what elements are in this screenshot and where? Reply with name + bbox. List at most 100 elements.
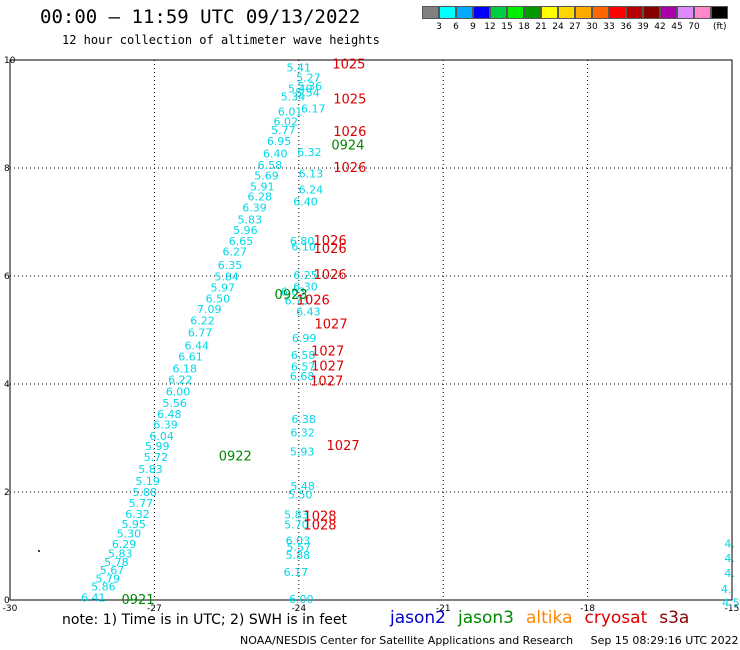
colorbar-swatch [507,6,524,19]
data-label-cyan: 6.95 [267,135,292,148]
data-label-cyan: 6.48 [157,408,182,421]
colorbar-tick-label: 45 [671,22,683,32]
data-label-cyan: 5.40 [288,83,313,96]
data-label-cyan: 5.57 [287,541,312,554]
data-label-green: 0924 [331,138,364,153]
data-label-cyan: 5.19 [135,475,160,488]
colorbar-swatch [609,6,626,19]
chart-title: 00:00 – 11:59 UTC 09/13/2022 [40,6,361,28]
colorbar-swatch [524,6,541,19]
data-label-cyan: 6.35 [218,259,243,272]
data-label-cyan: 5.88 [286,549,311,562]
colorbar-tick-label: 18 [518,22,530,32]
data-label-cyan: 5.88 [133,486,158,499]
colorbar-swatch [592,6,609,19]
data-label-cyan: 5.93 [290,446,315,459]
satellite-legend: jason2 jason3 altika cryosat s3a [390,608,701,628]
x-tick-label: -27 [147,604,162,614]
data-label-cyan: 5.83 [138,463,163,476]
data-label-cyan: 6.32 [297,146,322,159]
y-tick-label: 8 [4,164,10,174]
data-label-red: 1027 [311,360,344,375]
data-label-cyan: 6.63 [281,286,306,299]
x-tick-label: -18 [580,604,595,614]
data-label-cyan: 5.77 [129,497,154,510]
data-label-cyan: 6.40 [263,147,288,160]
data-label-cyan: 5.56 [162,397,187,410]
data-label-cyan: 5.83 [237,213,262,226]
colorbar-swatch [558,6,575,19]
satellite-cryosat: cryosat [584,608,648,628]
colorbar-swatch [575,6,592,19]
colorbar-tick-label: 15 [501,22,513,32]
data-label-cyan: 6.28 [248,191,273,204]
data-label-cyan: 6.22 [190,314,215,327]
x-tick-label: -15 [725,604,740,614]
data-label-cyan: 5.41 [287,62,312,75]
color-legend: 3 6 9 12 15 18 21 24 27 30 33 36 39 42 45 70 (ft) [422,6,728,34]
data-label-cyan: 6.43 [296,306,321,319]
data-label-cyan: 6.17 [284,566,309,579]
data-label-cyan: 5.36 [298,80,323,93]
data-label-cyan: 6.58 [258,159,283,172]
data-label-cyan: 6.02 [274,116,299,129]
data-label-cyan: 4.5 [722,597,740,610]
data-label-cyan: 6.68 [290,370,315,383]
colorbar-swatch [541,6,558,19]
data-label-cyan: 5.77 [271,124,296,137]
y-tick-label: 0 [4,596,10,606]
data-label-cyan: 6.29 [112,538,137,551]
colorbar-tick-label: 33 [603,22,615,32]
colorbar-tick-label: 42 [654,22,666,32]
data-label-cyan: 6.25 [293,269,318,282]
y-tick-label: 4 [4,380,10,390]
data-label-cyan: 5.83 [284,509,309,522]
data-label-cyan: 6.00 [289,593,314,606]
colorbar-swatch [643,6,660,19]
data-label-cyan: 6.80 [290,235,315,248]
colorbar-swatch [694,6,711,19]
data-label-cyan: 5.91 [250,180,275,193]
data-label-cyan: 5.97 [210,281,235,294]
data-label-cyan: 6.03 [286,535,311,548]
data-label-cyan: 6.61 [178,350,203,363]
data-label-cyan: 6.58 [291,349,316,362]
data-label-cyan: 6.57 [291,361,316,374]
colorbar-swatch [660,6,677,19]
data-label-cyan: 4. [721,583,732,596]
x-tick-label: -21 [436,604,451,614]
data-label-cyan: 5.48 [290,480,315,493]
data-label-red: 1026 [314,268,347,283]
data-label-red: 1026 [333,161,366,176]
data-label-green: 0923 [275,288,308,303]
data-label-cyan: 5.95 [121,518,146,531]
data-label-cyan: 5.84 [214,271,239,284]
colorbar-swatch [490,6,507,19]
data-label-red: 1027 [315,318,348,333]
data-label-cyan: 6.30 [293,280,318,293]
data-label-cyan: 4. [724,567,735,580]
satellite-jason3: jason3 [458,608,514,628]
data-label-red: 1028 [303,509,336,524]
data-label-cyan: 6.32 [125,508,150,521]
footer: NOAA/NESDIS Center for Satellite Applica… [240,634,739,647]
data-label-cyan: 6.39 [242,201,267,214]
colorbar-tick-label: 21 [535,22,547,32]
data-label-cyan: 6.38 [291,413,316,426]
colorbar-tick-label: 27 [569,22,581,32]
colorbar-tick-label: 30 [586,22,598,32]
data-label-cyan: 5.83 [108,548,133,561]
colorbar-swatch [626,6,643,19]
colorbar-swatch [711,6,728,19]
data-label-red: 1025 [332,57,365,72]
data-label-cyan: 5.70 [284,518,309,531]
satellite-altika: altika [526,608,573,628]
data-label-cyan: 6.65 [229,235,254,248]
data-label-cyan: 5.72 [144,451,169,464]
data-label-cyan: 6.44 [185,340,210,353]
x-tick-label: -30 [3,604,18,614]
data-label-cyan: 6.24 [299,184,324,197]
data-label-cyan: 6.41 [81,591,106,604]
data-label-cyan: 6.10 [291,240,316,253]
